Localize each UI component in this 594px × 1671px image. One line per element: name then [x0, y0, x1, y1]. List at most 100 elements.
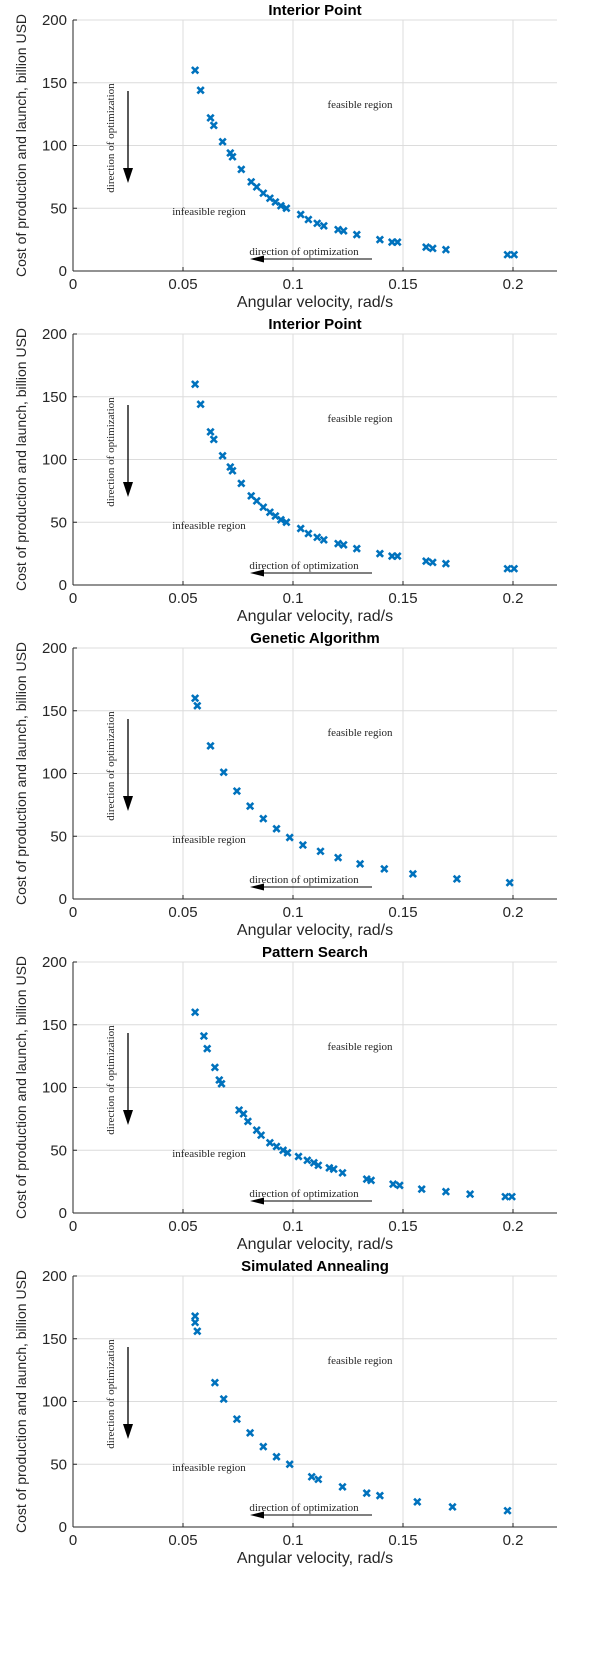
data-point-marker [282, 204, 291, 213]
data-point-marker [193, 701, 202, 710]
data-point-marker [313, 219, 322, 228]
y-tick-label: 150 [42, 389, 67, 406]
y-tick-label: 100 [42, 138, 67, 155]
y-axis-label: Cost of production and launch, billion U… [13, 956, 29, 1219]
down-arrow-icon [123, 1110, 133, 1125]
data-point-marker [237, 479, 246, 488]
data-point-marker [333, 539, 343, 548]
data-point-marker [243, 1117, 253, 1126]
data-point-marker [190, 1008, 200, 1017]
data-point-marker [210, 1063, 220, 1072]
data-point-marker [303, 1156, 312, 1165]
data-point-marker [417, 1185, 426, 1194]
data-point-marker [329, 1164, 338, 1174]
data-point-marker [338, 1168, 347, 1177]
data-point-marker [252, 182, 261, 192]
x-tick-label: 0.05 [168, 1218, 197, 1235]
data-point-marker [441, 559, 451, 568]
data-point-marker [259, 814, 268, 823]
data-point-marker [276, 201, 286, 210]
x-tick-label: 0.1 [283, 1218, 304, 1235]
down-arrow-icon [123, 796, 133, 811]
data-point-marker [190, 1312, 200, 1321]
data-point-marker [190, 380, 200, 389]
data-point-marker [362, 1488, 371, 1498]
chart-title: Interior Point [268, 2, 361, 19]
infeasible-region-label: infeasible region [172, 834, 246, 846]
feasible-region-label: feasible region [327, 413, 393, 425]
data-point-marker [278, 1146, 288, 1155]
data-point-marker [228, 152, 237, 161]
down-arrow-icon [123, 482, 133, 497]
data-point-marker [294, 1152, 303, 1161]
y-tick-label: 200 [42, 954, 67, 971]
left-arrow-icon [250, 1511, 264, 1519]
infeasible-region-label: infeasible region [172, 206, 246, 218]
data-point-marker [285, 833, 294, 842]
data-point-marker [298, 840, 308, 850]
data-point-marker [296, 210, 305, 219]
data-point-marker [252, 496, 261, 506]
y-tick-label: 0 [59, 891, 67, 908]
vertical-direction-label: direction of optimization [105, 1025, 117, 1135]
y-tick-label: 0 [59, 1519, 67, 1536]
data-point-marker [503, 1506, 512, 1515]
y-tick-label: 0 [59, 1205, 67, 1222]
data-point-marker [190, 66, 200, 75]
x-tick-label: 0.15 [388, 276, 417, 293]
left-arrow-icon [250, 1197, 264, 1205]
scatter-chart-1: 0 0.05 0.1 0.15 0.2 0 50 100 150 200 Interior Poin… [13, 2, 557, 311]
data-point-marker [501, 1192, 510, 1201]
x-tick-label: 0.05 [168, 276, 197, 293]
x-tick-label: 0.1 [283, 590, 304, 607]
down-arrow-icon [123, 1424, 133, 1439]
x-tick-label: 0.2 [503, 1218, 524, 1235]
data-point-marker [203, 1044, 212, 1053]
data-point-marker [319, 535, 328, 544]
y-tick-label: 50 [50, 828, 67, 845]
y-tick-label: 200 [42, 640, 67, 657]
y-tick-label: 150 [42, 1017, 67, 1034]
x-tick-label: 0.05 [168, 590, 197, 607]
y-tick-label: 50 [50, 514, 67, 531]
vertical-direction-label: direction of optimization [105, 1339, 117, 1449]
data-point-marker [339, 226, 348, 235]
chart-title: Pattern Search [262, 944, 368, 961]
horizontal-direction-label: direction of optimization [249, 560, 359, 572]
data-point-marker [309, 1158, 319, 1167]
data-point-marker [190, 694, 200, 703]
data-point-marker [259, 1442, 268, 1451]
data-point-marker [196, 86, 205, 95]
y-tick-label: 0 [59, 577, 67, 594]
scatter-chart-3: 0 0.05 0.1 0.15 0.2 0 50 100 150 200 Genetic Algor… [13, 630, 557, 939]
data-point-marker [503, 564, 512, 573]
data-point-marker [509, 250, 519, 259]
infeasible-region-label: infeasible region [172, 1148, 246, 1160]
y-tick-label: 100 [42, 1080, 67, 1097]
x-tick-label: 0.1 [283, 1532, 304, 1549]
data-point-marker [256, 1131, 266, 1140]
data-point-marker [282, 518, 291, 527]
data-point-marker [465, 1190, 475, 1199]
y-axis-label: Cost of production and launch, billion U… [13, 328, 29, 591]
data-point-marker [217, 1079, 226, 1088]
data-point-marker [209, 435, 218, 444]
data-point-marker [304, 215, 313, 224]
data-point-marker [276, 515, 286, 524]
feasible-region-label: feasible region [327, 1355, 393, 1367]
data-point-marker [375, 1491, 385, 1500]
x-tick-label: 0.15 [388, 1218, 417, 1235]
data-point-marker [259, 189, 268, 198]
y-tick-label: 100 [42, 1394, 67, 1411]
data-point-marker [245, 802, 255, 811]
y-tick-label: 150 [42, 703, 67, 720]
data-point-marker [272, 824, 281, 833]
data-point-marker [313, 533, 322, 542]
y-tick-label: 0 [59, 263, 67, 280]
data-point-marker [333, 225, 343, 234]
left-arrow-icon [250, 883, 264, 891]
data-point-marker [228, 466, 237, 475]
x-tick-label: 0.2 [503, 1532, 524, 1549]
data-point-marker [441, 245, 451, 254]
data-point-marker [196, 400, 205, 409]
